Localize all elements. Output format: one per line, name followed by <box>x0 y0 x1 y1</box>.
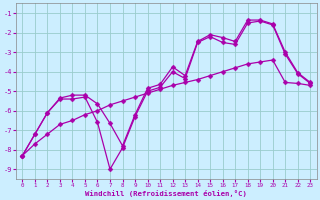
X-axis label: Windchill (Refroidissement éolien,°C): Windchill (Refroidissement éolien,°C) <box>85 190 247 197</box>
